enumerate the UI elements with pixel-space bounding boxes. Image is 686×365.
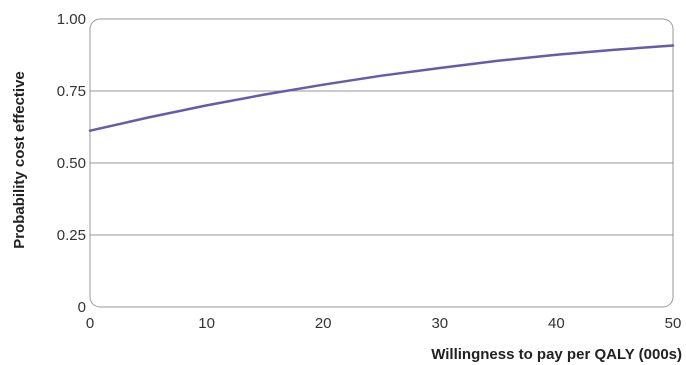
x-tick-label: 10 bbox=[198, 315, 215, 332]
x-axis-ticks: 0 10 20 30 40 50 bbox=[86, 315, 682, 332]
x-tick-label: 0 bbox=[86, 315, 94, 332]
y-tick-label: 0 bbox=[78, 299, 86, 316]
y-tick-label: 0.25 bbox=[57, 227, 86, 244]
chart-series bbox=[88, 44, 675, 132]
y-axis-ticks: 0 0.25 0.50 0.75 1.00 bbox=[57, 11, 86, 316]
chart-grid bbox=[90, 90, 673, 236]
x-tick-label: 20 bbox=[315, 315, 332, 332]
x-tick-label: 50 bbox=[665, 315, 682, 332]
y-axis-label: Probability cost effective bbox=[11, 71, 28, 249]
x-tick-label: 40 bbox=[548, 315, 565, 332]
y-tick-label: 0.75 bbox=[57, 83, 86, 100]
x-axis-label: Willingness to pay per QALY (000s) bbox=[431, 346, 682, 363]
y-tick-label: 0.50 bbox=[57, 155, 86, 172]
y-tick-label: 1.00 bbox=[57, 11, 86, 28]
x-tick-label: 30 bbox=[431, 315, 448, 332]
plot-frame bbox=[89, 18, 674, 308]
series-line bbox=[88, 44, 675, 132]
